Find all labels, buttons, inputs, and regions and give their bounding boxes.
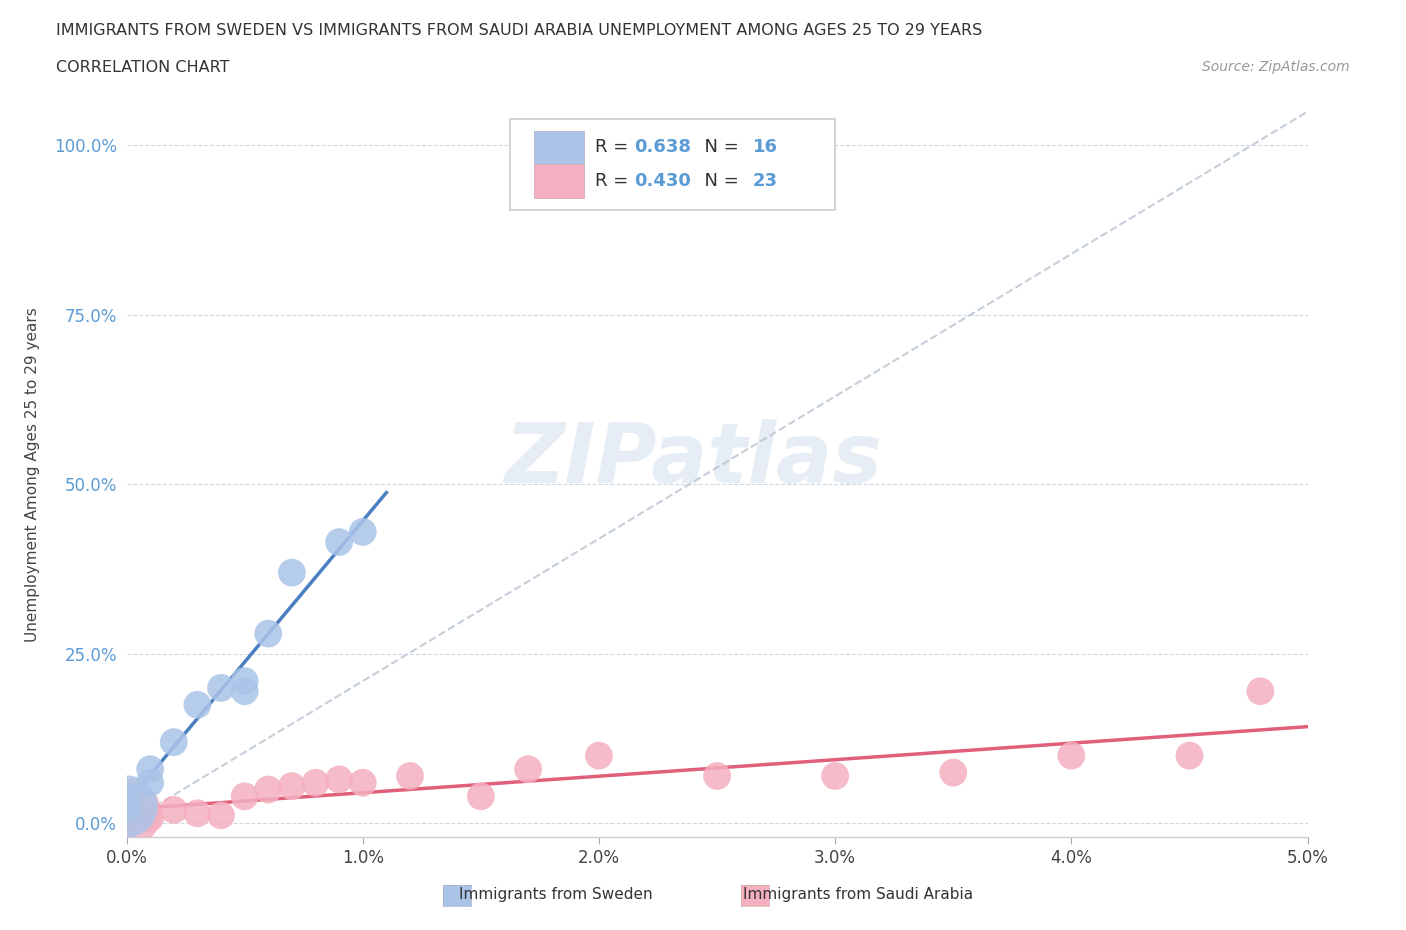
Point <box>163 735 186 750</box>
Point <box>163 803 186 817</box>
Point <box>115 809 138 824</box>
Text: 16: 16 <box>752 139 778 156</box>
Y-axis label: Unemployment Among Ages 25 to 29 years: Unemployment Among Ages 25 to 29 years <box>25 307 39 642</box>
Point <box>328 772 350 787</box>
Point <box>257 782 280 797</box>
Text: Immigrants from Sweden: Immigrants from Sweden <box>458 887 652 902</box>
Point <box>304 776 326 790</box>
Point <box>233 673 256 688</box>
FancyBboxPatch shape <box>534 131 583 164</box>
Point <box>328 535 350 550</box>
Point <box>399 768 422 783</box>
Point <box>233 789 256 804</box>
Point <box>115 792 138 807</box>
Point <box>209 808 232 823</box>
Point <box>281 565 304 580</box>
Point <box>209 681 232 696</box>
Point <box>517 762 540 777</box>
Point <box>139 811 162 826</box>
Text: IMMIGRANTS FROM SWEDEN VS IMMIGRANTS FROM SAUDI ARABIA UNEMPLOYMENT AMONG AGES 2: IMMIGRANTS FROM SWEDEN VS IMMIGRANTS FRO… <box>56 23 983 38</box>
Point <box>588 749 610 764</box>
Point <box>1249 684 1271 698</box>
Text: N =: N = <box>693 139 745 156</box>
FancyBboxPatch shape <box>510 119 835 209</box>
Point <box>115 813 138 828</box>
Point <box>257 626 280 641</box>
Text: ZIPatlas: ZIPatlas <box>505 419 883 500</box>
Point <box>115 789 138 804</box>
Text: R =: R = <box>595 172 634 190</box>
Point <box>942 765 965 780</box>
Text: 23: 23 <box>752 172 778 190</box>
Point <box>281 778 304 793</box>
Point <box>1060 749 1083 764</box>
Point <box>824 768 846 783</box>
Point <box>186 805 208 820</box>
Text: Immigrants from Saudi Arabia: Immigrants from Saudi Arabia <box>742 887 973 902</box>
Text: Source: ZipAtlas.com: Source: ZipAtlas.com <box>1202 60 1350 74</box>
Point <box>233 684 256 698</box>
FancyBboxPatch shape <box>534 165 583 198</box>
Point <box>352 776 374 790</box>
Text: R =: R = <box>595 139 634 156</box>
Point <box>352 525 374 539</box>
Point <box>115 796 138 811</box>
Point <box>139 776 162 790</box>
Point <box>1178 749 1201 764</box>
Text: N =: N = <box>693 172 745 190</box>
Point <box>706 768 728 783</box>
Point <box>115 799 138 814</box>
Point <box>139 762 162 777</box>
Text: 0.430: 0.430 <box>634 172 692 190</box>
Text: CORRELATION CHART: CORRELATION CHART <box>56 60 229 75</box>
Point <box>115 805 138 820</box>
Text: 0.638: 0.638 <box>634 139 692 156</box>
Point <box>115 805 138 820</box>
Point <box>115 799 138 814</box>
Point <box>186 698 208 712</box>
Point <box>470 789 492 804</box>
Point <box>115 803 138 817</box>
